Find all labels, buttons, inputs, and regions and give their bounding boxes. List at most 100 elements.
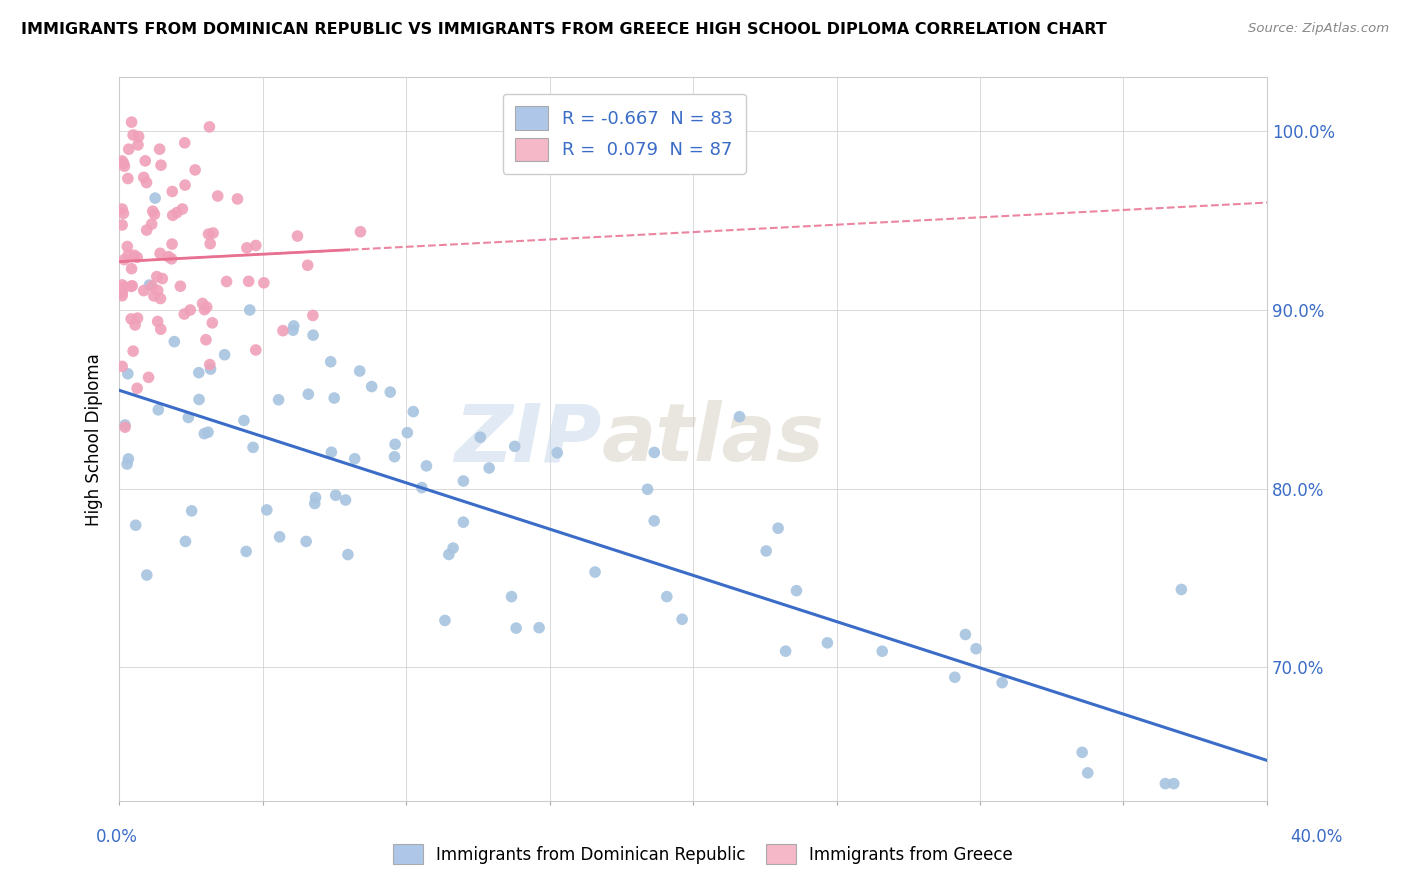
Point	[111, 286, 134, 301]
Point	[120, 312, 142, 326]
Point	[117, 451, 139, 466]
Point	[321, 445, 343, 459]
Point	[870, 644, 893, 658]
Point	[115, 457, 138, 471]
Point	[505, 621, 527, 635]
Point	[297, 387, 319, 401]
Point	[111, 218, 134, 232]
Point	[146, 314, 169, 328]
Point	[193, 302, 215, 317]
Point	[380, 385, 402, 400]
Point	[111, 202, 134, 216]
Point	[114, 420, 136, 434]
Point	[142, 289, 165, 303]
Point	[148, 402, 170, 417]
Point	[991, 675, 1014, 690]
Point	[269, 530, 291, 544]
Point	[396, 425, 419, 440]
Point	[141, 217, 163, 231]
Point	[304, 496, 326, 510]
Point	[143, 207, 166, 221]
Point	[160, 237, 183, 252]
Point	[114, 280, 136, 294]
Point	[163, 334, 186, 349]
Point	[302, 328, 325, 343]
Point	[149, 292, 172, 306]
Point	[1154, 776, 1177, 790]
Point	[162, 185, 184, 199]
Point	[117, 239, 139, 253]
Point	[150, 158, 173, 172]
Point	[728, 409, 751, 424]
Point	[271, 324, 294, 338]
Point	[138, 278, 160, 293]
Point	[197, 227, 219, 241]
Point	[637, 483, 659, 497]
Point	[124, 318, 146, 332]
Point	[955, 627, 977, 641]
Text: ZIP: ZIP	[454, 401, 602, 478]
Point	[1071, 745, 1094, 759]
Point	[655, 590, 678, 604]
Point	[242, 441, 264, 455]
Point	[215, 275, 238, 289]
Point	[226, 192, 249, 206]
Point	[149, 246, 172, 260]
Point	[193, 426, 215, 441]
Point	[453, 474, 475, 488]
Point	[785, 583, 807, 598]
Point	[335, 493, 357, 508]
Point	[114, 159, 136, 173]
Point	[117, 367, 139, 381]
Point	[127, 311, 149, 326]
Point	[815, 636, 838, 650]
Point	[235, 544, 257, 558]
Text: atlas: atlas	[602, 401, 824, 478]
Point	[200, 362, 222, 376]
Point	[238, 274, 260, 288]
Point	[111, 277, 134, 292]
Point	[173, 307, 195, 321]
Point	[187, 366, 209, 380]
Point	[179, 303, 201, 318]
Point	[114, 417, 136, 432]
Point	[207, 189, 229, 203]
Text: 40.0%: 40.0%	[1291, 828, 1343, 846]
Point	[384, 437, 406, 451]
Point	[112, 206, 135, 220]
Point	[184, 162, 207, 177]
Point	[160, 252, 183, 266]
Point	[643, 445, 665, 459]
Point	[194, 333, 217, 347]
Point	[501, 590, 523, 604]
Point	[437, 548, 460, 562]
Point	[195, 300, 218, 314]
Point	[135, 176, 157, 190]
Point	[118, 142, 141, 156]
Point	[149, 142, 172, 156]
Point	[127, 137, 149, 152]
Point	[766, 521, 789, 535]
Point	[323, 391, 346, 405]
Point	[343, 451, 366, 466]
Point	[1163, 776, 1185, 790]
Point	[478, 461, 501, 475]
Point	[775, 644, 797, 658]
Point	[441, 541, 464, 555]
Point	[281, 323, 304, 337]
Point	[111, 289, 134, 303]
Point	[283, 318, 305, 333]
Legend: R = -0.667  N = 83, R =  0.079  N = 87: R = -0.667 N = 83, R = 0.079 N = 87	[502, 94, 747, 174]
Point	[127, 251, 149, 265]
Point	[173, 136, 195, 150]
Point	[146, 269, 169, 284]
Point	[149, 322, 172, 336]
Point	[166, 205, 188, 219]
Point	[128, 129, 150, 144]
Point	[325, 488, 347, 502]
Point	[671, 612, 693, 626]
Point	[143, 191, 166, 205]
Point	[120, 279, 142, 293]
Point	[287, 229, 309, 244]
Point	[411, 481, 433, 495]
